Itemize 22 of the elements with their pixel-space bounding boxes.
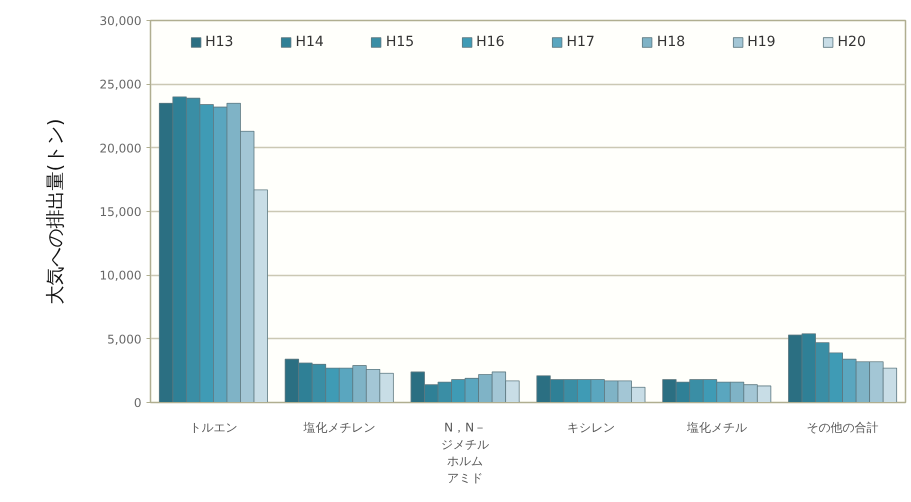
legend-label: H18 <box>656 34 686 50</box>
legend-label: H16 <box>476 34 504 50</box>
x-tick-label: 塩化メチル <box>686 420 747 434</box>
x-tick-label: 塩化メチレン <box>302 420 376 434</box>
y-tick-label: 30,000 <box>100 14 142 28</box>
legend-label: H17 <box>566 34 595 50</box>
legend-label: H13 <box>205 34 234 50</box>
x-tick-label: その他の合計 <box>806 420 879 434</box>
legend-label: H19 <box>747 34 776 50</box>
legend-label: H15 <box>386 34 414 50</box>
legend-label: H20 <box>838 34 866 50</box>
x-tick-label: N，N－ジメチルホルムアミド <box>441 420 490 485</box>
y-tick-label: 10,000 <box>100 268 142 283</box>
x-tick-label: キシレン <box>566 420 615 434</box>
y-axis-title: 大気への排出量(トン) <box>44 118 67 304</box>
y-tick-label: 0 <box>134 396 142 410</box>
x-tick-label: トルエン <box>189 420 238 434</box>
y-tick-label: 5,000 <box>107 332 142 346</box>
legend-label: H14 <box>295 34 324 50</box>
y-tick-label: 15,000 <box>100 205 142 219</box>
y-tick-label: 25,000 <box>100 78 142 92</box>
y-tick-label: 20,000 <box>100 141 142 156</box>
